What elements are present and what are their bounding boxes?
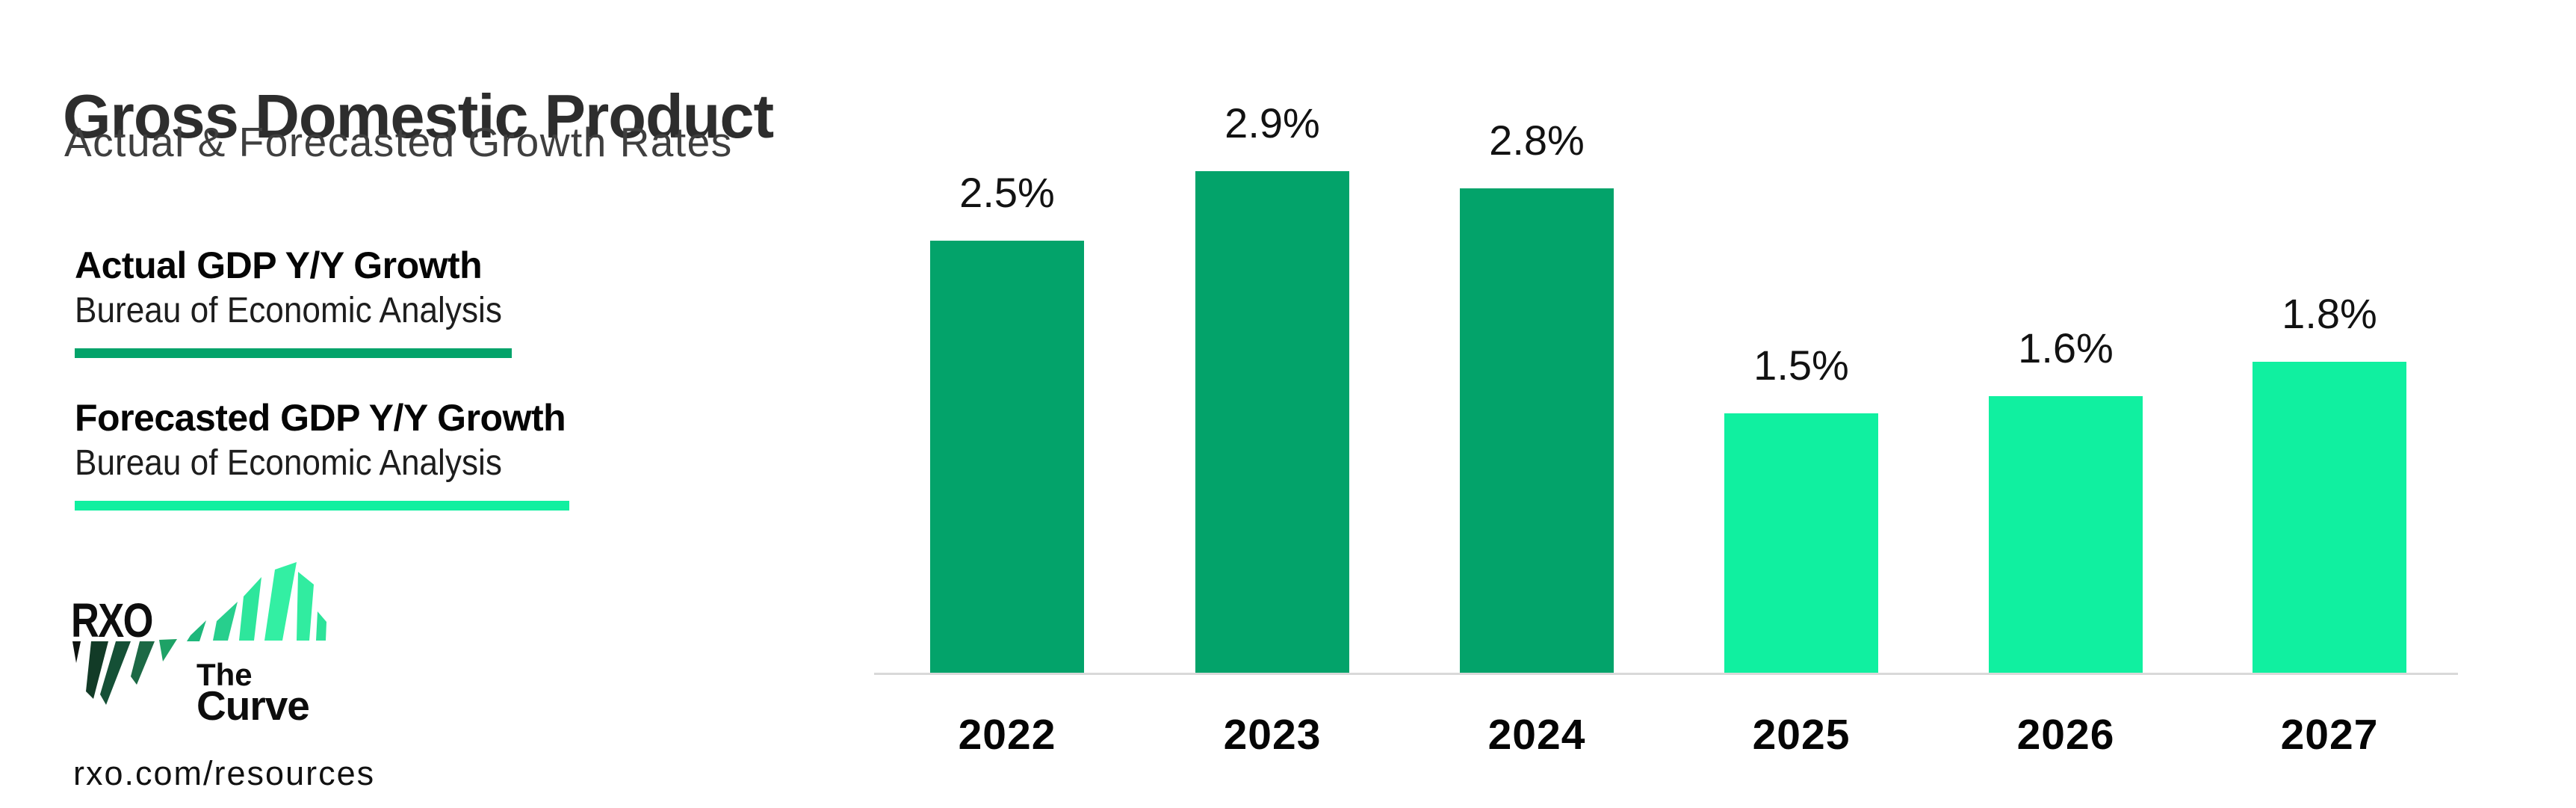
legend-label-actual: Actual GDP Y/Y Growth <box>75 244 483 286</box>
page-subtitle: Actual & Forecasted Growth Rates <box>64 119 733 165</box>
rxo-the-curve-logo: RXO The Curve <box>71 561 332 729</box>
legend-label-forecast: Forecasted GDP Y/Y Growth <box>75 397 566 439</box>
bar-value-label-2025: 1.5% <box>1753 342 1849 389</box>
legend-item-actual: Actual GDP Y/Y Growth Bureau of Economic… <box>75 244 512 358</box>
bar-2022 <box>930 241 1084 673</box>
x-axis-label-2026: 2026 <box>2016 711 2115 759</box>
bar-value-label-2024: 2.8% <box>1489 117 1585 164</box>
x-axis-label-2027: 2027 <box>2280 711 2379 759</box>
legend-source-actual: Bureau of Economic Analysis <box>75 291 502 330</box>
bar-value-label-2027: 1.8% <box>2282 290 2377 337</box>
legend-source-forecast: Bureau of Economic Analysis <box>75 443 502 483</box>
resources-url: rxo.com/resources <box>73 754 376 792</box>
legend-swatch-actual <box>75 348 512 358</box>
bar-2025 <box>1724 413 1878 673</box>
bar-value-label-2023: 2.9% <box>1224 99 1320 147</box>
bar-value-label-2026: 1.6% <box>2018 324 2114 371</box>
bar-2026 <box>1989 396 2143 673</box>
legend-item-forecast: Forecasted GDP Y/Y Growth Bureau of Econ… <box>75 397 569 511</box>
x-axis-label-2022: 2022 <box>958 711 1056 759</box>
rxo-wordmark: RXO <box>71 593 153 647</box>
x-axis-label-2024: 2024 <box>1487 711 1586 759</box>
the-curve-wordmark-bottom: Curve <box>196 682 310 729</box>
x-axis-label-2025: 2025 <box>1752 711 1851 759</box>
x-axis-label-2023: 2023 <box>1223 711 1322 759</box>
bar-2023 <box>1195 171 1349 673</box>
legend-swatch-forecast <box>75 501 569 511</box>
bar-2027 <box>2253 362 2406 673</box>
curve-slashes-mint-icon <box>187 562 326 641</box>
curve-slashes-dark-icon <box>72 639 177 705</box>
bar-2024 <box>1460 188 1614 673</box>
bar-value-label-2022: 2.5% <box>959 169 1055 216</box>
x-axis-baseline <box>874 673 2458 675</box>
the-curve-wordmark-top: The <box>196 657 253 692</box>
page-title: Gross Domestic Product <box>63 81 774 151</box>
